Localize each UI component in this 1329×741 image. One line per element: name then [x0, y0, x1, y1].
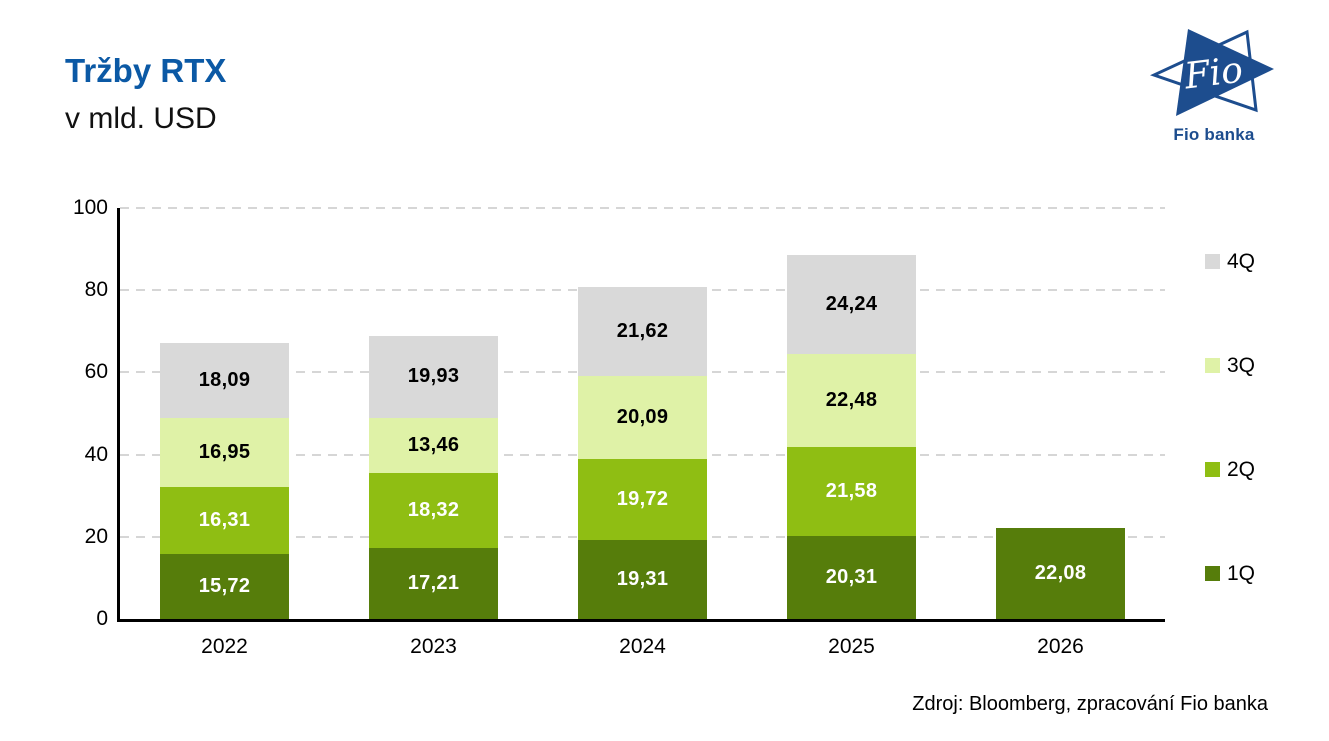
bar-value-label: 21,62: [616, 320, 669, 343]
bar-value-label: 16,31: [198, 509, 251, 532]
legend-item-2Q: 2Q: [1205, 459, 1255, 480]
bar-value-label: 15,72: [198, 575, 251, 598]
bar-segment-4Q-2023: 19,93: [369, 335, 498, 418]
x-axis-line: [117, 619, 1165, 622]
bar-segment-4Q-2025: 24,24: [787, 254, 916, 355]
bar-segment-3Q-2023: 13,46: [369, 417, 498, 473]
legend-swatch-1Q: [1205, 566, 1220, 581]
bar-value-label: 17,21: [407, 572, 460, 595]
y-tick-label: 60: [84, 360, 108, 384]
legend-label-2Q: 2Q: [1227, 458, 1256, 481]
bar-segment-2Q-2024: 19,72: [578, 458, 707, 540]
y-tick-label: 80: [84, 278, 108, 302]
bar-segment-2Q-2023: 18,32: [369, 472, 498, 549]
bar-value-label: 19,72: [616, 487, 669, 510]
bar-segment-3Q-2024: 20,09: [578, 376, 707, 459]
y-tick-label: 20: [84, 524, 108, 548]
bar-value-label: 21,58: [825, 479, 878, 502]
bar-value-label: 19,31: [616, 567, 669, 590]
x-tick-label-2023: 2023: [410, 635, 457, 658]
bar-segment-3Q-2022: 16,95: [160, 417, 289, 488]
bar-value-label: 18,09: [198, 369, 251, 391]
bar-value-label: 16,95: [198, 441, 251, 464]
y-tick-label: 100: [72, 196, 108, 219]
fio-star-icon: Fio: [1150, 29, 1274, 116]
bar-segment-1Q-2022: 15,72: [160, 554, 289, 619]
legend-swatch-3Q: [1205, 358, 1220, 373]
fio-banka-logo: Fio Fio banka: [1148, 28, 1280, 146]
y-tick-label: 40: [84, 442, 108, 466]
bar-value-label: 22,08: [1034, 562, 1087, 585]
legend-item-4Q: 4Q: [1205, 251, 1255, 272]
bar-segment-1Q-2023: 17,21: [369, 548, 498, 619]
bar-value-label: 20,31: [825, 565, 878, 588]
x-tick-label-2024: 2024: [619, 635, 666, 658]
legend-label-3Q: 3Q: [1227, 354, 1256, 377]
x-tick-label-2025: 2025: [828, 635, 875, 658]
bar-value-label: 18,32: [407, 499, 460, 522]
legend-item-1Q: 1Q: [1205, 563, 1255, 584]
bar-value-label: 24,24: [825, 293, 878, 316]
chart-title: Tržby RTX: [65, 52, 227, 89]
bar-segment-2Q-2022: 16,31: [160, 487, 289, 555]
legend-swatch-2Q: [1205, 462, 1220, 477]
bar-segment-4Q-2022: 18,09: [160, 343, 289, 418]
bar-segment-1Q-2024: 19,31: [578, 539, 707, 619]
legend-item-3Q: 3Q: [1205, 355, 1255, 376]
legend-label-1Q: 1Q: [1227, 562, 1256, 585]
fio-logo-text: Fio: [1181, 50, 1245, 98]
x-tick-label-2022: 2022: [201, 635, 248, 658]
gridline-100: [120, 207, 1165, 209]
x-tick-label-2026: 2026: [1037, 635, 1084, 658]
bar-value-label: 20,09: [616, 405, 669, 428]
bar-value-label: 19,93: [407, 365, 460, 388]
y-axis-line: [117, 208, 120, 622]
fio-logo-caption: Fio banka: [1173, 125, 1255, 144]
legend-label-4Q: 4Q: [1227, 250, 1256, 273]
bar-segment-2Q-2025: 21,58: [787, 446, 916, 536]
bar-segment-4Q-2024: 21,62: [578, 287, 707, 376]
source-note: Zdroj: Bloomberg, zpracování Fio banka: [912, 693, 1268, 715]
chart-subtitle: v mld. USD: [65, 102, 217, 135]
y-tick-label: 0: [96, 607, 108, 630]
bar-value-label: 13,46: [407, 433, 460, 456]
bar-segment-3Q-2025: 22,48: [787, 354, 916, 447]
bar-segment-1Q-2026: 22,08: [996, 528, 1125, 619]
bar-value-label: 22,48: [825, 389, 878, 412]
bar-segment-1Q-2025: 20,31: [787, 535, 916, 619]
legend-swatch-4Q: [1205, 254, 1220, 269]
